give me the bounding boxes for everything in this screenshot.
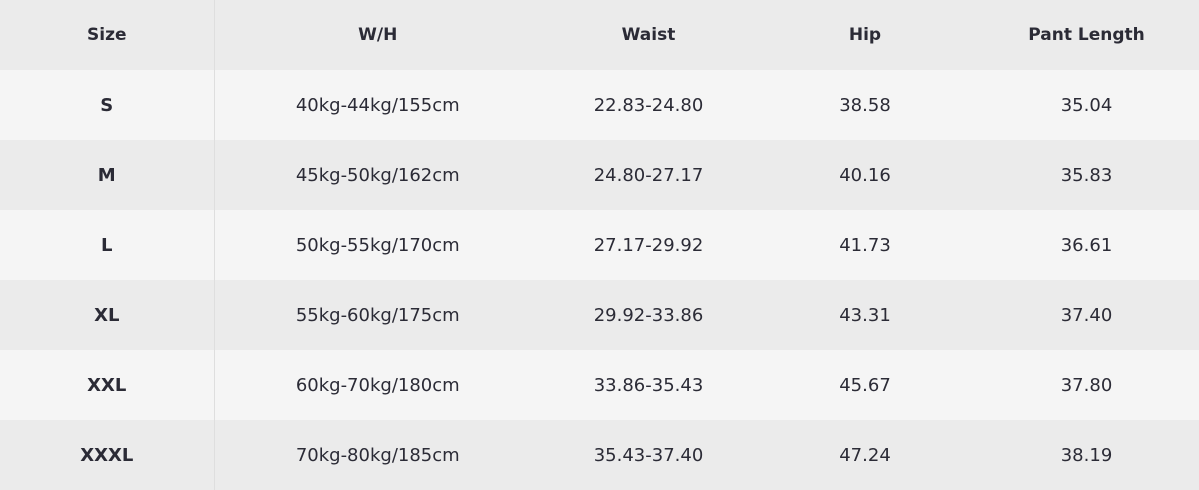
cell-wh: 60kg-70kg/180cm [295, 374, 460, 396]
cell-waist: 27.17-29.92 [593, 234, 704, 256]
cell-size: S [0, 70, 215, 140]
header-pant-length: Pant Length [1028, 25, 1145, 45]
cell-hip: 43.31 [839, 304, 891, 326]
cell-waist: 29.92-33.86 [593, 304, 704, 326]
cell-pant-length: 35.83 [1060, 164, 1113, 186]
cell-pant-length: 37.40 [1060, 304, 1113, 326]
cell-waist: 33.86-35.43 [593, 374, 704, 396]
cell-pant-length: 38.19 [1060, 444, 1113, 466]
cell-wh: 70kg-80kg/185cm [295, 444, 460, 466]
cell-waist: 35.43-37.40 [593, 444, 704, 466]
header-waist: Waist [621, 25, 676, 45]
cell-wh: 55kg-60kg/175cm [295, 304, 460, 326]
cell-hip: 45.67 [839, 374, 891, 396]
table-header-row: Size W/H Waist Hip Pant Length [0, 0, 1199, 70]
table-row: XL 55kg-60kg/175cm 29.92-33.86 43.31 37.40 [0, 280, 1199, 350]
cell-size: M [0, 140, 215, 210]
cell-size: L [0, 210, 215, 280]
table-row: L 50kg-55kg/170cm 27.17-29.92 41.73 36.61 [0, 210, 1199, 280]
cell-waist: 24.80-27.17 [593, 164, 704, 186]
cell-size: XXXL [0, 420, 215, 490]
table-row: XXL 60kg-70kg/180cm 33.86-35.43 45.67 37.80 [0, 350, 1199, 420]
header-hip: Hip [848, 25, 882, 45]
table-row: S 40kg-44kg/155cm 22.83-24.80 38.58 35.04 [0, 70, 1199, 140]
header-wh: W/H [358, 25, 398, 45]
cell-pant-length: 37.80 [1060, 374, 1113, 396]
cell-wh: 45kg-50kg/162cm [295, 164, 460, 186]
cell-size: XL [0, 280, 215, 350]
header-size: Size [0, 0, 215, 70]
cell-pant-length: 35.04 [1060, 94, 1113, 116]
cell-wh: 50kg-55kg/170cm [295, 234, 460, 256]
cell-pant-length: 36.61 [1060, 234, 1113, 256]
table-row: XXXL 70kg-80kg/185cm 35.43-37.40 47.24 38.19 [0, 420, 1199, 490]
cell-waist: 22.83-24.80 [593, 94, 704, 116]
cell-hip: 38.58 [839, 94, 891, 116]
cell-hip: 47.24 [839, 444, 891, 466]
cell-size: XXL [0, 350, 215, 420]
cell-hip: 40.16 [839, 164, 891, 186]
table-row: M 45kg-50kg/162cm 24.80-27.17 40.16 35.83 [0, 140, 1199, 210]
cell-hip: 41.73 [839, 234, 891, 256]
cell-wh: 40kg-44kg/155cm [295, 94, 460, 116]
